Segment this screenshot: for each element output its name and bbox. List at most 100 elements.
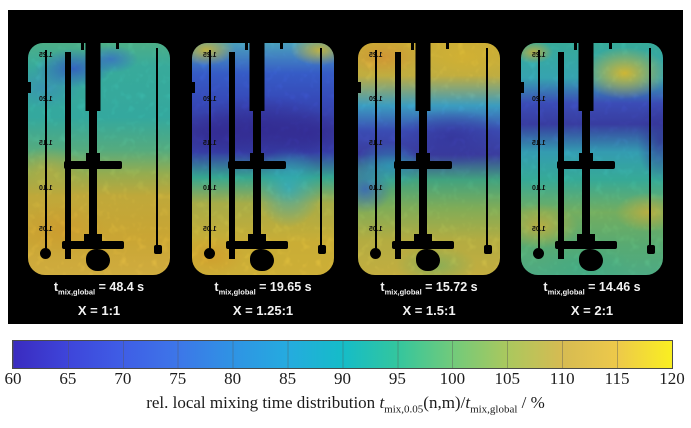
- tmix-global-value: tmix,global = 19.65 s: [214, 280, 312, 297]
- rim-mark: [609, 43, 613, 49]
- ruler-ticks: [394, 52, 401, 259]
- impeller-hub-upper: [416, 153, 431, 165]
- caption-unit: / %: [517, 393, 545, 412]
- probe-right-tip: [317, 244, 326, 254]
- colorbar: [12, 340, 673, 369]
- colorbar-tick: 85: [279, 369, 297, 388]
- tmix-global-value: tmix,global = 15.72 s: [380, 280, 478, 297]
- rim-notch: [358, 82, 361, 94]
- aspect-ratio-label: X = 1:1: [77, 302, 121, 318]
- rim-mark: [410, 43, 414, 50]
- impeller-lower: [392, 241, 455, 250]
- stirrer-shaft-upper: [85, 43, 101, 111]
- colorbar-caption: rel. local mixing time distribution tmix…: [0, 393, 691, 415]
- colorbar-tick: 115: [604, 369, 630, 388]
- colorbar-tick: 105: [494, 369, 521, 388]
- colorbar-tick: 65: [59, 369, 77, 388]
- stirrer-shaft-upper: [249, 43, 265, 111]
- vessel-label-2: tmix,global = 19.65 s X = 1.25:1: [192, 280, 334, 319]
- probe-right: [485, 47, 488, 252]
- vessel-label-4: tmix,global = 14.46 s X = 2:1: [521, 280, 663, 319]
- rim-notch: [28, 82, 31, 94]
- probe-left-tip: [370, 248, 382, 260]
- probe-left-tip: [204, 248, 216, 260]
- ruler-ticks: [64, 52, 71, 259]
- rim-mark: [280, 43, 284, 49]
- colorbar-tick: 80: [224, 369, 242, 388]
- rim-mark: [244, 43, 248, 50]
- probe-left: [45, 49, 48, 255]
- tmix-global-value: tmix,global = 48.4 s: [53, 280, 145, 297]
- impeller-hub-lower: [414, 234, 433, 244]
- impeller-upper: [228, 161, 287, 170]
- probe-right: [319, 47, 322, 252]
- colorbar-tick: 120: [659, 369, 685, 388]
- colorbar-tick: 60: [4, 369, 22, 388]
- ruler-ticks: [557, 52, 564, 259]
- probe-left-tip: [40, 248, 52, 260]
- probe-left: [375, 49, 378, 255]
- impeller-lower: [555, 241, 618, 250]
- rim-mark: [573, 43, 577, 50]
- colorbar-tick: 90: [334, 369, 351, 388]
- impeller-lower: [62, 241, 125, 250]
- probe-right-tip: [483, 244, 492, 254]
- caption-sub-t1: mix,0.05: [384, 403, 424, 416]
- aspect-ratio-label: X = 1.5:1: [402, 302, 456, 318]
- caption-symbol-t2: t: [465, 393, 471, 412]
- aspect-ratio-label: X = 2:1: [570, 302, 614, 318]
- probe-left: [538, 49, 541, 255]
- vessel-image-4: 1.25 1.20 1.15 1.10 1.05: [521, 43, 663, 275]
- caption-text: rel. local mixing time distribution: [146, 393, 380, 412]
- vessel-label-3: tmix,global = 15.72 s X = 1.5:1: [358, 280, 500, 319]
- ruler-ticks: [228, 52, 235, 259]
- impeller-lower: [226, 241, 289, 250]
- probe-right: [155, 47, 158, 252]
- impeller-hub-upper: [579, 153, 594, 165]
- impeller-bottom-blob: [415, 249, 440, 272]
- colorbar-tick: 70: [114, 369, 132, 388]
- rim-mark: [116, 43, 120, 49]
- stirrer-shaft: [89, 107, 98, 243]
- colorbar-tick-labels: 60 65 70 75 80 85 90 95 100 105 110 115 …: [5, 369, 685, 389]
- vessel-panel-4: 1.25 1.20 1.15 1.10 1.05 tmix,global = 1…: [521, 10, 663, 324]
- probe-right-tip: [646, 244, 655, 254]
- colorbar-tick: 100: [439, 369, 466, 388]
- impeller-hub-lower: [248, 234, 267, 244]
- impeller-upper: [394, 161, 453, 170]
- rim-notch: [521, 82, 524, 94]
- probe-right: [648, 47, 651, 252]
- stirrer-shaft: [253, 107, 262, 243]
- vessel-image-1: 1.25 1.20 1.15 1.10 1.05: [28, 43, 170, 275]
- caption-sub-t2: mix,global: [470, 403, 518, 416]
- impeller-upper: [64, 161, 123, 170]
- impeller-upper: [557, 161, 616, 170]
- vessel-image-2: 1.25 1.20 1.15 1.10 1.05: [192, 43, 334, 275]
- stirrer-shaft: [419, 107, 428, 243]
- stirrer-shaft: [582, 107, 591, 243]
- colorbar-tick: 75: [169, 369, 187, 388]
- stirrer-shaft-upper: [415, 43, 431, 111]
- vessel-panel-2: 1.25 1.20 1.15 1.10 1.05 tmix,global = 1…: [192, 10, 334, 324]
- impeller-hub-lower: [577, 234, 596, 244]
- impeller-bottom-blob: [249, 249, 274, 272]
- impeller-hub-lower: [84, 234, 103, 244]
- impeller-hub-upper: [86, 153, 101, 165]
- rim-notch: [192, 82, 195, 94]
- vessel-label-1: tmix,global = 48.4 s X = 1:1: [28, 280, 170, 319]
- caption-mid: (n,m)/: [423, 393, 466, 412]
- rim-mark: [446, 43, 450, 49]
- probe-left-tip: [533, 248, 545, 260]
- rim-mark: [80, 43, 84, 50]
- vessel-image-3: 1.25 1.20 1.15 1.10 1.05: [358, 43, 500, 275]
- aspect-ratio-label: X = 1.25:1: [232, 302, 294, 318]
- probe-right-tip: [153, 244, 162, 254]
- colorbar-tick: 110: [549, 369, 575, 388]
- stirrer-shaft-upper: [578, 43, 594, 111]
- caption-symbol-t1: t: [379, 393, 385, 412]
- probe-left: [209, 49, 212, 255]
- impeller-bottom-blob: [85, 249, 110, 272]
- colorbar-tick: 95: [388, 369, 406, 388]
- vessel-panel-1: 1.25 1.20 1.15 1.10 1.05 tmix,global = 4…: [28, 10, 170, 324]
